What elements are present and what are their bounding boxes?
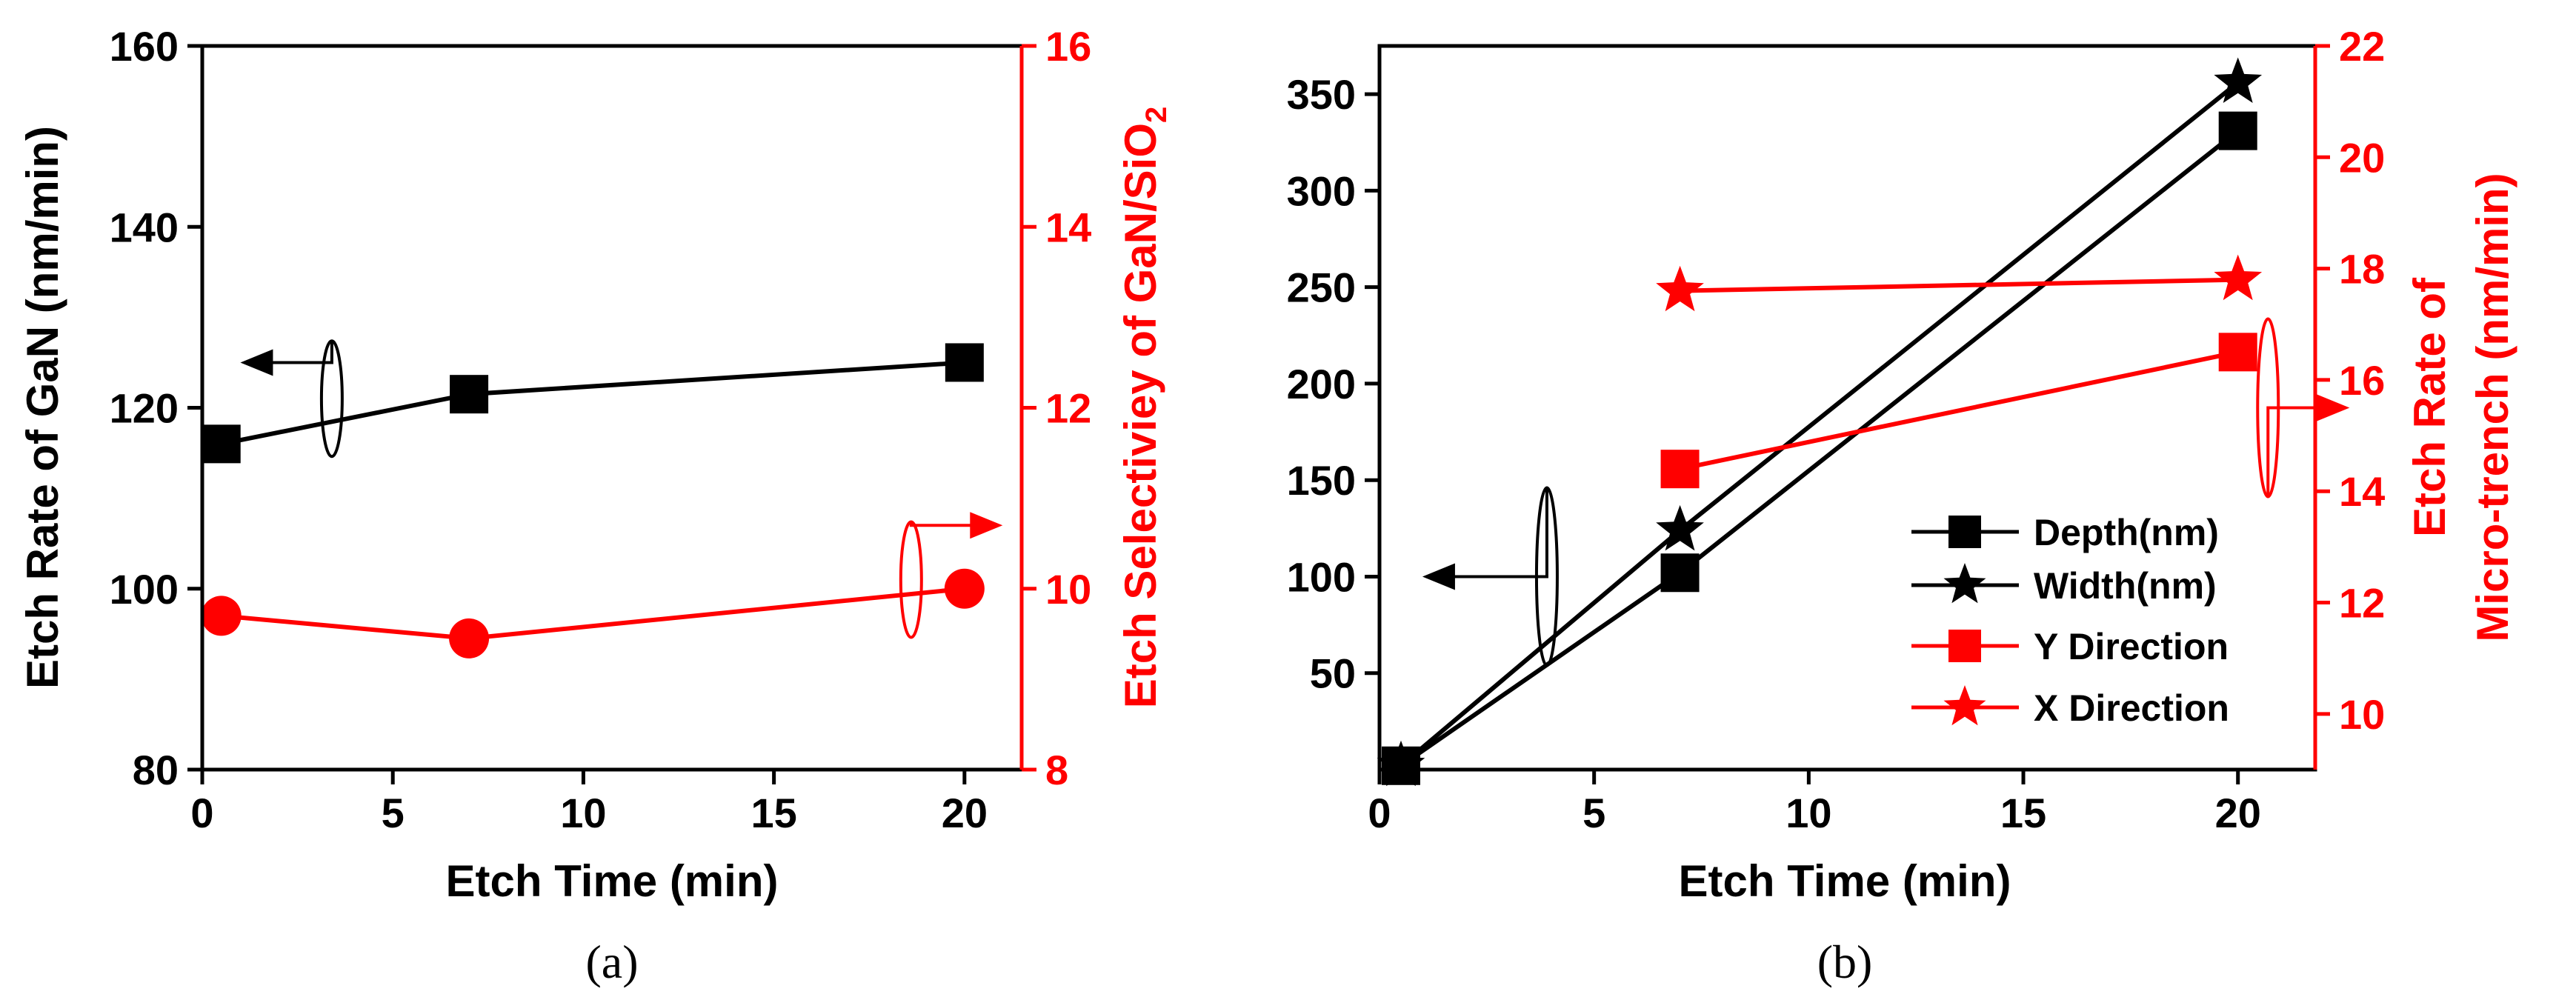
annotation-arrow-line — [270, 341, 333, 364]
panel-a: 0 5 10 15 20 80 100 120 140 160 8 10 12 14 16 Etch Tim… — [18, 23, 1173, 988]
panel-b-caption: (b) — [1817, 936, 1873, 988]
panel-b: 0 5 10 15 20 50 100 150 200 250 300 350 10 12 14 16 18 20… — [1287, 23, 2517, 988]
y-right-tick-label: 8 — [1045, 747, 1068, 793]
x-tick-label: 0 — [1368, 790, 1391, 836]
panel-b-annotations — [1422, 317, 2350, 667]
legend-item-x-direction: X Direction — [1911, 685, 2229, 729]
data-point-square — [202, 424, 241, 464]
panel-b-right-axis-title-line1: Etch Rate of — [2405, 277, 2454, 537]
panel-a-left-axis-title: Etch Rate of GaN (nm/min) — [18, 126, 67, 689]
y-left-tick-label: 250 — [1287, 264, 1356, 311]
data-point-square — [450, 375, 489, 414]
x-tick-label: 5 — [382, 790, 405, 836]
annotation-arrow-line — [909, 521, 974, 527]
data-point-star — [2214, 254, 2263, 301]
y-right-tick-label: 14 — [2339, 468, 2385, 515]
x-tick-label: 10 — [560, 790, 606, 836]
y-left-tick-label: 200 — [1287, 361, 1356, 407]
data-point-star — [2214, 57, 2263, 103]
legend-label-y-direction: Y Direction — [2034, 626, 2229, 667]
y-left-tick-label: 300 — [1287, 167, 1356, 214]
panel-a-caption: (a) — [585, 936, 638, 988]
annotation-arrow-head — [240, 349, 273, 376]
panel-a-right-axis-title: Etch Selectiviey of GaN/SiO2 — [1116, 107, 1173, 709]
x-tick-label: 15 — [2000, 790, 2046, 836]
data-point-circle — [449, 618, 490, 658]
data-point-circle — [944, 568, 985, 609]
x-tick-label: 15 — [750, 790, 796, 836]
y-left-tick-label: 140 — [110, 204, 179, 250]
series-line-depth-nm- — [1400, 129, 2240, 768]
annotation-arrow-line — [2266, 406, 2320, 497]
data-point-square — [1660, 450, 1700, 489]
series-line-x-direction — [1680, 277, 2238, 293]
legend-item-depth: Depth(nm) — [1911, 512, 2219, 553]
y-right-tick-label: 12 — [2339, 580, 2385, 627]
annotation-arrow-head — [1422, 563, 1455, 590]
y-right-tick-label: 14 — [1045, 204, 1091, 250]
annotation-arrow-head — [970, 512, 1003, 539]
series-line-etch-rate-of-gan — [221, 360, 965, 447]
data-point-star — [1656, 504, 1704, 551]
y-left-tick-label: 100 — [110, 566, 179, 613]
legend-label-depth: Depth(nm) — [2034, 512, 2219, 553]
y-right-tick-label: 16 — [1045, 23, 1091, 70]
annotation-arrow-head — [2317, 394, 2350, 421]
y-left-tick-label: 50 — [1310, 650, 1356, 697]
legend-marker-square — [1948, 630, 1981, 662]
data-point-star — [1377, 740, 1425, 787]
panel-b-x-axis-title: Etch Time (min) — [1679, 856, 2011, 906]
panel-a-x-axis-title: Etch Time (min) — [446, 856, 779, 906]
data-point-square — [1660, 553, 1700, 593]
data-point-circle — [201, 596, 242, 636]
data-point-star — [1656, 265, 1704, 312]
legend-marker-square — [1948, 516, 1981, 548]
y-right-tick-label: 12 — [1045, 385, 1091, 432]
data-point-square — [2218, 111, 2257, 150]
legend-item-width: Width(nm) — [1911, 563, 2217, 607]
data-point-square — [2218, 333, 2257, 372]
legend-marker-star — [1943, 563, 1986, 604]
data-point-square — [945, 343, 984, 382]
panel-a-series — [201, 343, 985, 658]
panel-b-series — [1377, 57, 2263, 787]
legend-marker-star — [1943, 685, 1986, 726]
y-left-tick-label: 120 — [110, 385, 179, 432]
legend-label-width: Width(nm) — [2034, 565, 2217, 607]
y-left-tick-label: 80 — [133, 747, 179, 793]
panel-b-right-axis-title-line2: Micro-trench (nm/min) — [2468, 173, 2517, 641]
y-right-tick-label: 10 — [2339, 691, 2385, 738]
y-left-tick-label: 350 — [1287, 71, 1356, 118]
y-right-tick-label: 22 — [2339, 23, 2385, 70]
annotation-ellipse — [319, 339, 344, 459]
x-tick-label: 10 — [1785, 790, 1831, 836]
annotation-ellipse — [899, 520, 923, 639]
series-line-etch-selectivity — [221, 586, 965, 641]
annotation-arrow-line — [1451, 487, 1548, 578]
series-line-y-direction — [1679, 350, 2239, 472]
y-right-tick-label: 16 — [2339, 357, 2385, 404]
x-tick-label: 20 — [942, 790, 988, 836]
x-tick-label: 0 — [190, 790, 213, 836]
y-right-tick-label: 18 — [2339, 246, 2385, 293]
legend-label-x-direction: X Direction — [2034, 687, 2229, 729]
y-left-tick-label: 160 — [110, 23, 179, 70]
x-tick-label: 5 — [1582, 790, 1605, 836]
panel-b-legend: Depth(nm) Width(nm) Y Direction X Direct… — [1911, 512, 2229, 729]
panel-a-plot-frame — [200, 44, 1024, 772]
y-right-tick-label: 10 — [1045, 566, 1091, 613]
x-tick-label: 20 — [2215, 790, 2261, 836]
y-right-tick-label: 20 — [2339, 134, 2385, 181]
legend-item-y-direction: Y Direction — [1911, 626, 2229, 667]
y-left-tick-label: 100 — [1287, 553, 1356, 600]
panel-a-annotations — [240, 339, 1003, 639]
y-left-tick-label: 150 — [1287, 457, 1356, 504]
